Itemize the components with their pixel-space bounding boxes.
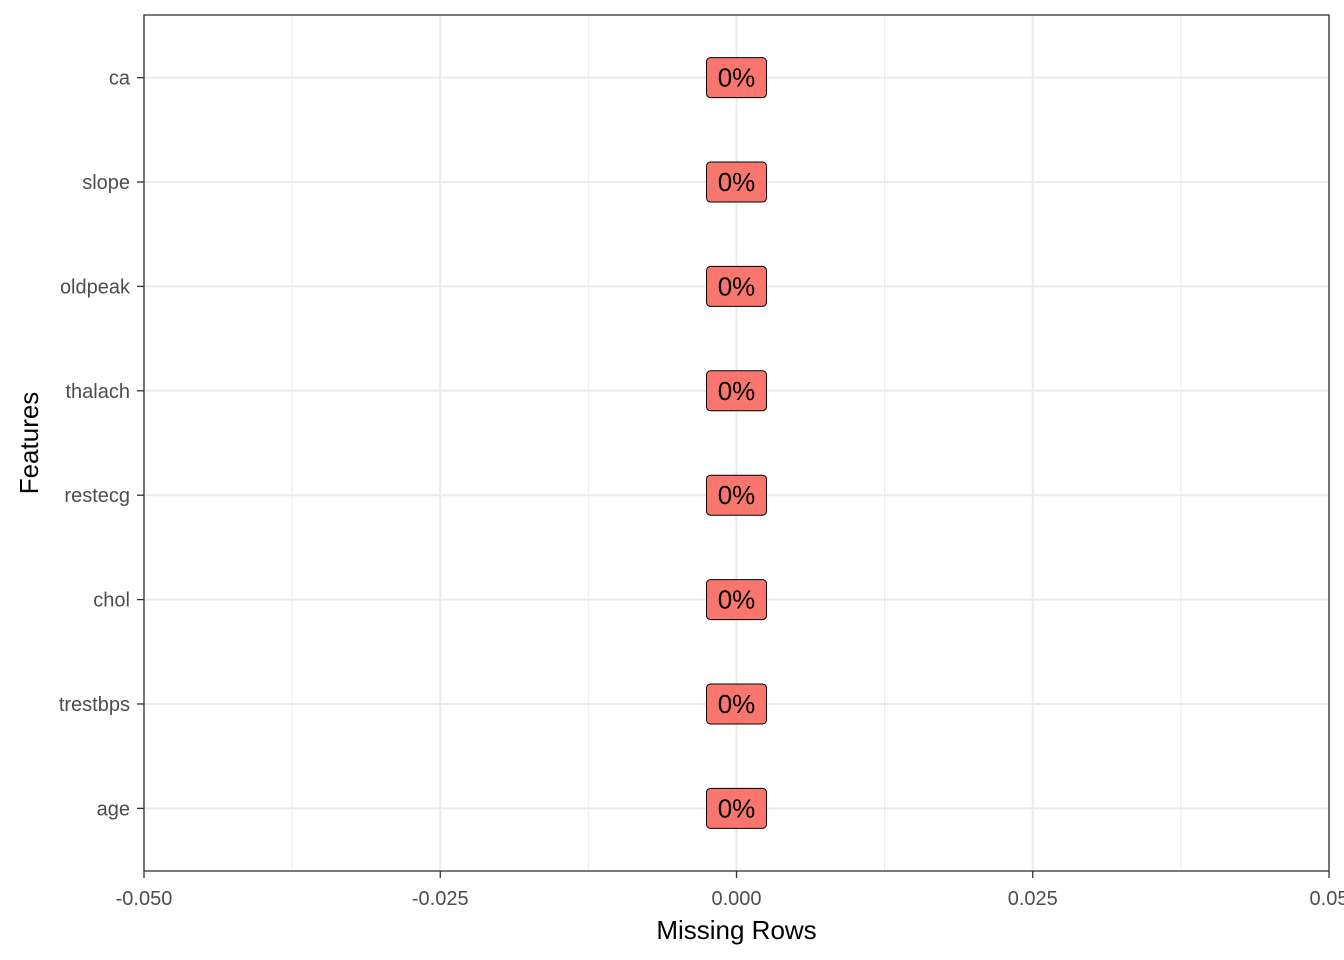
y-tick-label: trestbps xyxy=(59,694,130,716)
data-label-box xyxy=(706,161,767,203)
data-label-box xyxy=(706,579,767,621)
data-label-box xyxy=(706,683,767,725)
data-labels: 0% 0% 0% 0% 0% 0% 0% 0% xyxy=(706,57,767,829)
y-tick-label: oldpeak xyxy=(60,276,131,298)
data-label-text: 0% xyxy=(718,480,756,510)
x-axis-title: Missing Rows xyxy=(656,915,816,945)
axes: -0.050 -0.025 0.000 0.025 0.05 age trestbps cho… xyxy=(59,68,1344,910)
y-tick-label: chol xyxy=(93,590,130,612)
y-tick-label: restecg xyxy=(64,485,130,507)
y-axis-title: Features xyxy=(14,392,44,495)
data-label-box xyxy=(706,265,767,307)
y-tick-label: slope xyxy=(82,172,130,194)
x-tick-label: -0.050 xyxy=(116,888,173,910)
data-label-text: 0% xyxy=(718,271,756,301)
data-label-slope: 0% xyxy=(706,161,767,203)
x-tick-label: 0.025 xyxy=(1008,888,1058,910)
data-label-text: 0% xyxy=(718,689,756,719)
data-label-oldpeak: 0% xyxy=(706,265,767,307)
data-label-ca: 0% xyxy=(706,57,767,99)
x-tick-label: -0.025 xyxy=(412,888,469,910)
data-label-box xyxy=(706,474,767,516)
data-label-text: 0% xyxy=(718,793,756,823)
data-label-box xyxy=(706,787,767,829)
data-label-text: 0% xyxy=(718,376,756,406)
data-label-thalach: 0% xyxy=(706,370,767,412)
x-tick-label: 0.000 xyxy=(711,888,761,910)
data-label-restecg: 0% xyxy=(706,474,767,516)
y-tick-label: ca xyxy=(109,68,131,90)
data-label-trestbps: 0% xyxy=(706,683,767,725)
x-tick-label: 0.05 xyxy=(1310,888,1344,910)
data-label-box xyxy=(706,57,767,99)
data-label-text: 0% xyxy=(718,63,756,93)
data-label-text: 0% xyxy=(718,167,756,197)
data-label-text: 0% xyxy=(718,585,756,615)
data-label-chol: 0% xyxy=(706,579,767,621)
y-tick-label: age xyxy=(97,798,130,820)
data-label-box xyxy=(706,370,767,412)
data-label-age: 0% xyxy=(706,787,767,829)
y-tick-label: thalach xyxy=(66,381,131,403)
